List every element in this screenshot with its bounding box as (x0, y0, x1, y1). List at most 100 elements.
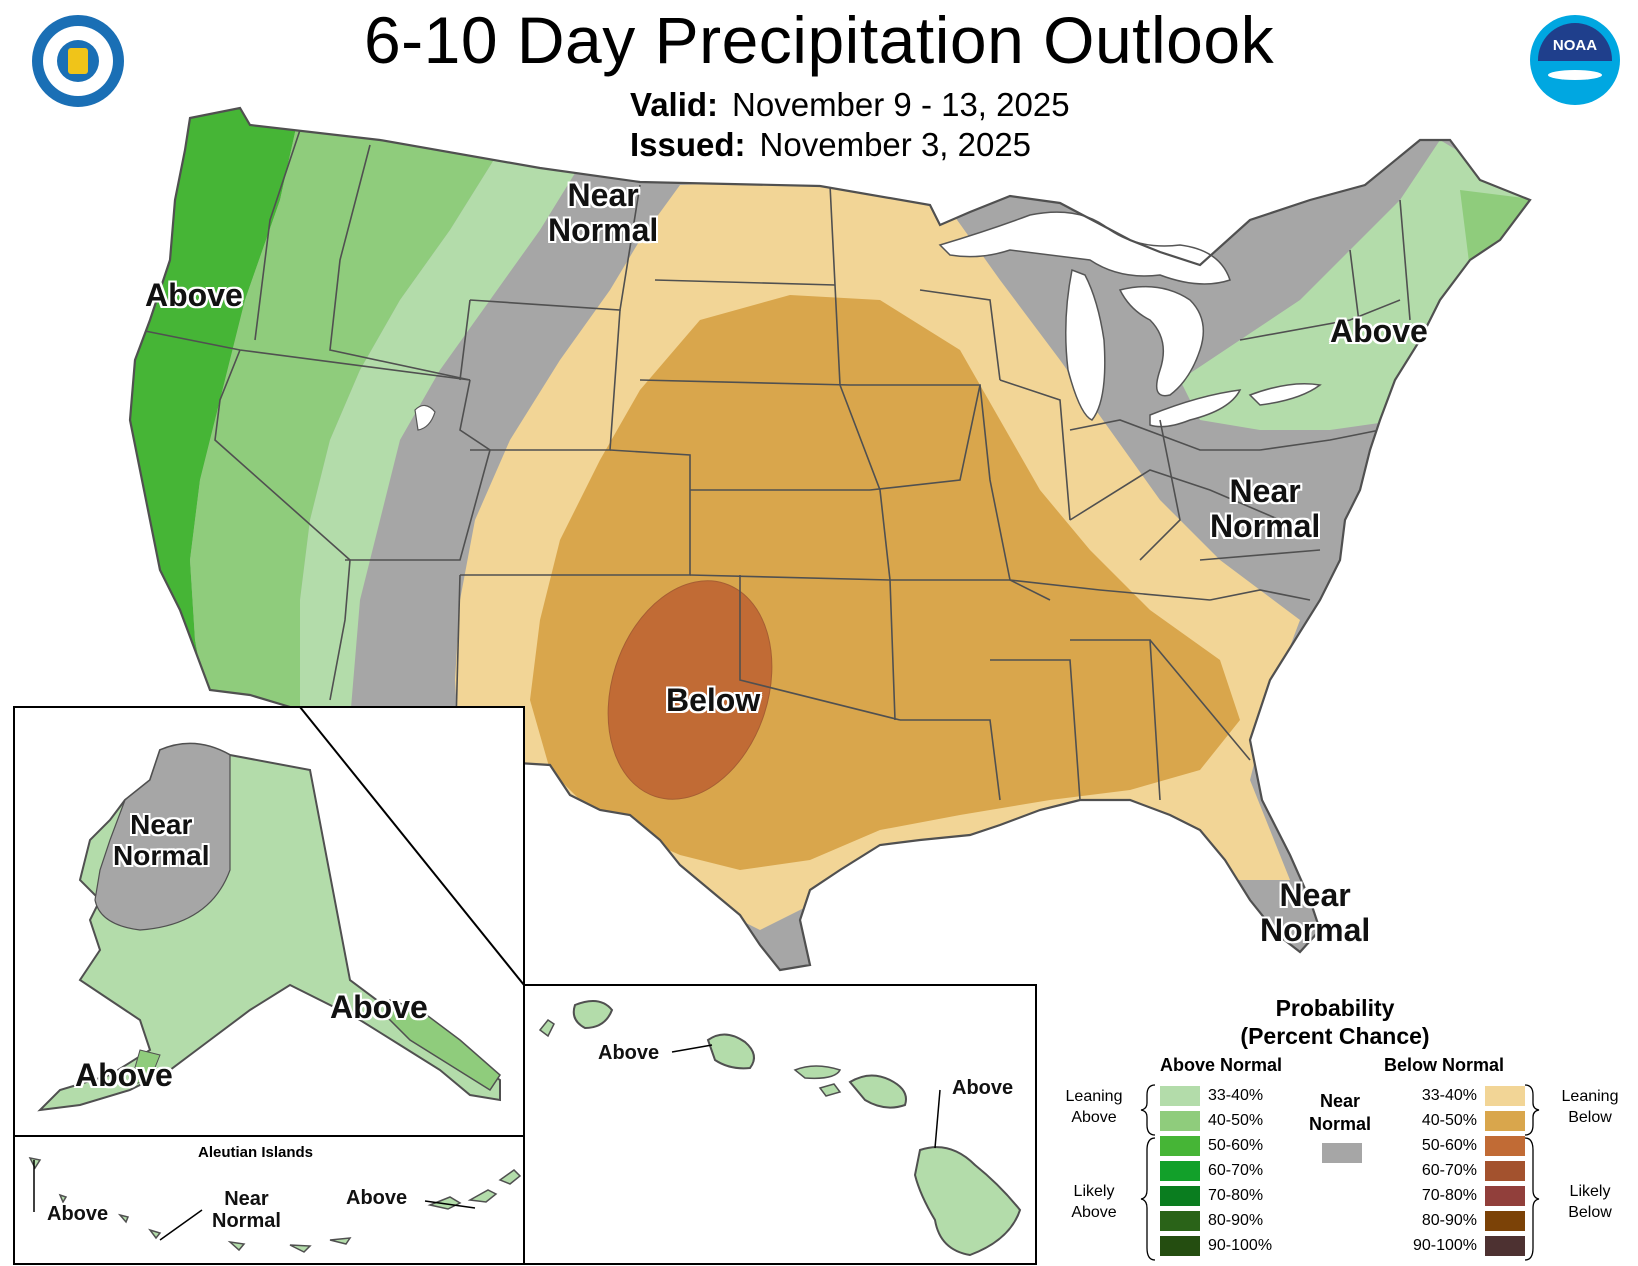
legend-above-heading: Above Normal (1160, 1055, 1283, 1075)
legend-side-text: Likely (1073, 1183, 1115, 1200)
label-aleutian-east-above: Above (346, 1187, 408, 1209)
department-of-commerce-seal (32, 15, 124, 107)
legend-above-row: 33-40% (1160, 1085, 1283, 1107)
legend-below-row: 90-100% (1402, 1235, 1525, 1257)
label-alaska-near-normal: Near Normal (113, 809, 210, 872)
legend-percent-label: 80-90% (1421, 1212, 1477, 1229)
label-alaska-southwest-above: Above (75, 1057, 173, 1093)
legend-above-row: 40-50% (1160, 1110, 1283, 1132)
label-text: Normal (113, 839, 210, 871)
noaa-logo-text: NOAA (1552, 37, 1598, 54)
label-text: Near (224, 1188, 269, 1210)
legend-above-row: 80-90% (1160, 1210, 1283, 1232)
issued-label: Issued: (630, 126, 746, 163)
issued-value: November 3, 2025 (759, 126, 1032, 163)
legend-percent-label: 33-40% (1421, 1087, 1477, 1104)
legend-below-heading: Below Normal (1384, 1055, 1505, 1075)
label-text: Normal (548, 212, 659, 249)
legend-percent-label: 60-70% (1208, 1162, 1264, 1179)
noaa-logo: NOAA (1530, 15, 1620, 105)
label-north-near-normal: Near Normal (548, 177, 659, 249)
label-northeast-above: Above (1330, 313, 1428, 349)
legend-title-line: Probability (1275, 995, 1395, 1021)
label-alaska-southeast-above: Above (330, 989, 428, 1025)
legend-near-normal-swatch (1322, 1143, 1362, 1163)
label-text: Near (130, 809, 193, 840)
legend-side-text: Likely (1569, 1183, 1611, 1200)
label-hawaii-east-above: Above (952, 1077, 1014, 1099)
legend-side-text: Leaning (1065, 1088, 1123, 1105)
legend-swatch (1485, 1161, 1525, 1181)
alaska-inset (13, 706, 525, 1137)
label-text: Near (1229, 473, 1301, 509)
issued-line: Issued: November 3, 2025 (630, 126, 1031, 164)
legend-percent-label: 50-60% (1421, 1137, 1477, 1154)
aleutian-inset (13, 1135, 525, 1265)
label-south-below: Below (666, 682, 761, 718)
legend-below-row: 80-90% (1402, 1210, 1525, 1232)
legend-swatch (1160, 1186, 1200, 1206)
label-text: Near (1279, 877, 1351, 913)
legend-percent-label: 90-100% (1412, 1237, 1477, 1254)
legend-swatch (1485, 1186, 1525, 1206)
legend-swatch (1485, 1086, 1525, 1106)
legend-near-normal: Near Normal (1300, 1090, 1380, 1135)
legend-swatch (1485, 1111, 1525, 1131)
legend-near-text: Normal (1308, 1113, 1371, 1134)
label-text: Normal (212, 1210, 281, 1232)
legend-above-row: 70-80% (1160, 1185, 1283, 1207)
label-aleutian-near-normal: Near Normal (212, 1188, 281, 1232)
probability-legend: Probability (Percent Chance) Above Norma… (1050, 985, 1638, 1265)
legend-below-row: 33-40% (1402, 1085, 1525, 1107)
legend-side-text: Above (1071, 1108, 1117, 1126)
legend-percent-label: 60-70% (1421, 1162, 1477, 1179)
legend-below-row: 60-70% (1402, 1160, 1525, 1182)
legend-side-text: Above (1071, 1203, 1117, 1221)
legend-below-row: 50-60% (1402, 1135, 1525, 1157)
legend-percent-label: 33-40% (1208, 1087, 1264, 1104)
legend-above-row: 50-60% (1160, 1135, 1283, 1157)
legend-percent-label: 80-90% (1208, 1212, 1264, 1229)
legend-below-row: 40-50% (1402, 1110, 1525, 1132)
legend-likely-below: Likely Below (1550, 1182, 1630, 1224)
legend-swatch (1160, 1086, 1200, 1106)
legend-percent-label: 40-50% (1208, 1112, 1264, 1129)
valid-line: Valid: November 9 - 13, 2025 (630, 86, 1070, 124)
legend-leaning-below: Leaning Below (1550, 1087, 1630, 1129)
legend-side-text: Below (1568, 1108, 1612, 1126)
legend-side-text: Leaning (1561, 1088, 1619, 1105)
legend-title: Probability (Percent Chance) (1205, 995, 1465, 1050)
page-title: 6-10 Day Precipitation Outlook (363, 3, 1275, 77)
legend-swatch (1160, 1211, 1200, 1231)
legend-near-text: Near (1319, 1091, 1361, 1111)
legend-swatch (1160, 1136, 1200, 1156)
legend-swatch (1160, 1161, 1200, 1181)
legend-swatch (1485, 1136, 1525, 1156)
label-text: Near (567, 177, 639, 213)
legend-above-row: 90-100% (1160, 1235, 1283, 1257)
legend-percent-label: 40-50% (1421, 1112, 1477, 1129)
legend-swatch (1160, 1111, 1200, 1131)
legend-leaning-above: Leaning Above (1054, 1087, 1134, 1129)
label-aleutian-west-above: Above (47, 1203, 109, 1225)
valid-label: Valid: (630, 86, 719, 123)
label-text: Normal (1210, 508, 1321, 545)
hawaii-inset (523, 984, 1037, 1265)
legend-swatch (1485, 1236, 1525, 1256)
legend-percent-label: 70-80% (1208, 1187, 1264, 1204)
legend-percent-label: 90-100% (1208, 1237, 1273, 1254)
label-east-near-normal: Near Normal (1210, 473, 1321, 545)
legend-above-row: 60-70% (1160, 1160, 1283, 1182)
legend-swatch (1160, 1236, 1200, 1256)
valid-value: November 9 - 13, 2025 (732, 86, 1070, 123)
label-northwest-above: Above (145, 277, 243, 313)
aleutian-inset-title: Aleutian Islands (198, 1144, 314, 1161)
legend-below-row: 70-80% (1402, 1185, 1525, 1207)
label-hawaii-west-above: Above (598, 1042, 660, 1064)
legend-likely-above: Likely Above (1054, 1182, 1134, 1224)
legend-side-text: Below (1568, 1203, 1612, 1221)
legend-percent-label: 50-60% (1208, 1137, 1264, 1154)
label-text: Normal (1260, 912, 1371, 949)
legend-title-line: (Percent Chance) (1240, 1022, 1430, 1049)
